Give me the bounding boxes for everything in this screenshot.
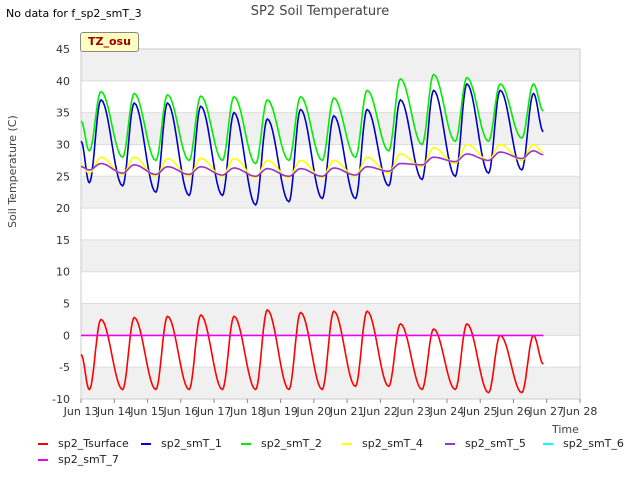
legend-swatch [342,442,352,445]
legend-label: sp2_smT_7 [58,453,119,466]
y-tick-label: 10 [56,266,70,279]
x-tick-label: Jun 25 [462,405,498,418]
plot-frame [80,48,581,400]
legend-swatch [445,442,455,445]
y-tick-label: 25 [56,170,70,183]
y-tick-label: 30 [56,138,70,151]
y-tick-label: 20 [56,202,70,215]
x-tick-label: Jun 20 [296,405,332,418]
x-tick-label: Jun 26 [495,405,531,418]
legend-swatch [38,458,48,461]
legend-item-sp2_smT_7: sp2_smT_7 [38,453,119,466]
y-tick-label: 0 [63,329,70,342]
chart-title: SP2 Soil Temperature [250,4,390,19]
y-tick-label: -5 [59,361,70,374]
legend-swatch [241,442,251,445]
background-band [81,49,580,81]
x-tick-label: Jun 23 [395,405,431,418]
legend-item-sp2_smT_1: sp2_smT_1 [141,437,222,450]
background-band [81,239,580,272]
background-band [81,367,580,399]
legend-swatch [141,442,151,445]
legend-item-sp2_Tsurface: sp2_Tsurface [38,437,129,450]
x-tick-label: Jun 27 [528,405,564,418]
series-line-sp2_smT_1 [80,82,544,207]
series-line-sp2_smT_4 [80,143,544,179]
x-tick-label: Jun 22 [362,405,398,418]
x-tick-label: Jun 15 [129,405,165,418]
y-tick-label: 5 [63,298,70,311]
y-tick-label: 35 [56,107,70,120]
legend-label: sp2_Tsurface [58,437,129,450]
legend-item-sp2_smT_5: sp2_smT_5 [445,437,526,450]
legend-swatch [38,442,48,445]
legend-label: sp2_smT_1 [161,437,222,450]
legend-label: sp2_smT_4 [362,437,423,450]
y-tick-label: 45 [56,43,70,56]
y-tick-label: 15 [56,234,70,247]
legend-label: sp2_smT_5 [465,437,526,450]
series-line-sp2_Tsurface [80,308,544,394]
no-data-note: No data for f_sp2_smT_3 [6,7,142,20]
series-line-sp2_smT_5 [80,149,544,178]
legend-item-sp2_smT_4: sp2_smT_4 [342,437,423,450]
legend-item-sp2_smT_6: sp2_smT_6 [543,437,624,450]
x-tick-label: Jun 16 [162,405,198,418]
legend-swatch [543,442,553,445]
background-band [81,176,580,209]
y-axis-label: Soil Temperature (C) [6,115,19,228]
legend-label: sp2_smT_6 [563,437,624,450]
site-badge: TZ_osu [80,32,139,52]
x-tick-label: Jun 14 [96,405,132,418]
y-tick-label: -10 [52,393,70,406]
y-axis-ticks: -10 -5 0 5 10 15 20 25 30 35 40 45 [52,43,70,406]
x-tick-label: Jun 18 [229,405,265,418]
x-axis-label: Time [552,423,579,436]
legend-item-sp2_smT_2: sp2_smT_2 [241,437,322,450]
x-tick-label: Jun 13 [63,405,99,418]
series-line-sp2_smT_2 [80,73,544,165]
series-layer [80,73,544,394]
legend-label: sp2_smT_2 [261,437,322,450]
x-tick-label: Jun 28 [562,405,598,418]
x-tick-label: Jun 24 [429,405,465,418]
x-tick-label: Jun 17 [196,405,232,418]
x-tick-label: Jun 21 [329,405,365,418]
y-tick-label: 40 [56,75,70,88]
x-tick-label: Jun 19 [262,405,298,418]
